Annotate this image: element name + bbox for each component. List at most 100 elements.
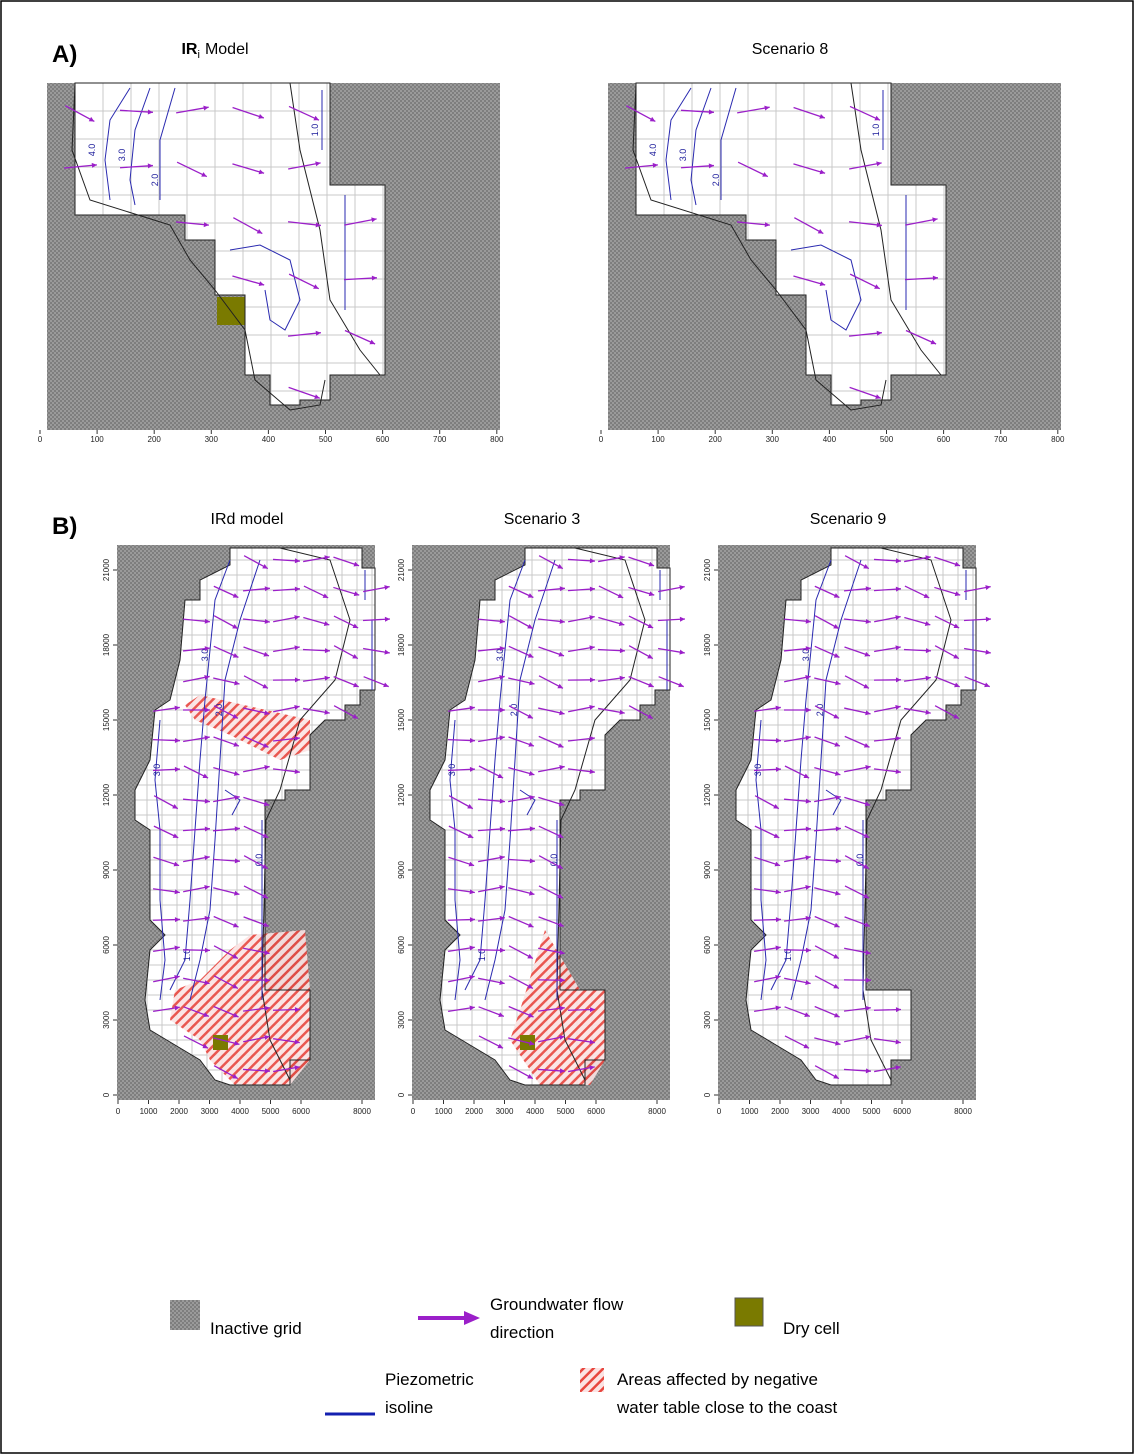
- x-tick-label: 1000: [140, 1107, 158, 1116]
- x-tick-label: 600: [937, 435, 951, 444]
- x-tick-label: 100: [651, 435, 665, 444]
- x-tick-label: 300: [766, 435, 780, 444]
- isoline-label: 3.0: [495, 649, 505, 662]
- x-tick-label: 5000: [262, 1107, 280, 1116]
- x-tick-label: 0: [411, 1107, 416, 1116]
- panel-label: A): [52, 41, 77, 68]
- flow-arrow-head: [679, 585, 684, 590]
- flow-arrow-head: [985, 585, 990, 590]
- map: 3.02.03.00.01.0: [412, 545, 685, 1100]
- legend-text: Groundwater flow: [490, 1295, 624, 1314]
- x-tick-label: 8000: [648, 1107, 666, 1116]
- legend-swatch: [580, 1368, 604, 1392]
- map: 3.02.03.00.01.0: [718, 545, 991, 1100]
- x-tick-label: 800: [1051, 435, 1065, 444]
- y-tick-label: 15000: [102, 708, 111, 731]
- isoline-label: 2.0: [711, 174, 721, 187]
- x-tick-label: 3000: [201, 1107, 219, 1116]
- panel-label: B): [52, 513, 77, 540]
- legend-text: Areas affected by negative: [617, 1370, 818, 1389]
- map: 4.03.02.01.0: [47, 83, 500, 430]
- x-tick-label: 0: [717, 1107, 722, 1116]
- isoline-label: 3.0: [117, 149, 127, 162]
- legend-text: direction: [490, 1323, 554, 1342]
- x-tick-label: 5000: [557, 1107, 575, 1116]
- x-tick-label: 2000: [771, 1107, 789, 1116]
- x-tick-label: 0: [599, 435, 604, 444]
- map-title: Scenario 9: [810, 511, 887, 528]
- isoline-label: 3.0: [678, 149, 688, 162]
- map-title: Scenario 8: [752, 41, 829, 58]
- map: 3.02.03.00.01.0: [117, 545, 390, 1100]
- y-tick-label: 21000: [703, 558, 712, 581]
- x-tick-label: 400: [262, 435, 276, 444]
- title-part: Model: [205, 41, 249, 58]
- y-tick-label: 18000: [397, 633, 406, 656]
- x-tick-label: 800: [490, 435, 504, 444]
- legend-text: isoline: [385, 1398, 433, 1417]
- flow-arrow-head: [384, 650, 389, 655]
- isoline-label: 1.0: [871, 124, 881, 137]
- y-tick-label: 12000: [703, 783, 712, 806]
- y-tick-label: 3000: [397, 1011, 406, 1029]
- flow-arrow-head: [680, 617, 685, 622]
- y-tick-label: 15000: [703, 708, 712, 731]
- legend: Inactive grid Groundwater flow direction…: [170, 1295, 840, 1417]
- y-tick-label: 18000: [703, 633, 712, 656]
- x-tick-label: 200: [709, 435, 723, 444]
- x-tick-label: 400: [823, 435, 837, 444]
- x-tick-label: 8000: [954, 1107, 972, 1116]
- x-tick-label: 6000: [587, 1107, 605, 1116]
- x-tick-label: 6000: [292, 1107, 310, 1116]
- y-tick-label: 12000: [102, 783, 111, 806]
- x-tick-label: 4000: [832, 1107, 850, 1116]
- flow-arrow-head: [679, 650, 684, 655]
- x-tick-label: 0: [116, 1107, 121, 1116]
- y-tick-label: 0: [102, 1092, 111, 1097]
- isoline-label: 4.0: [648, 144, 658, 157]
- y-tick-label: 3000: [703, 1011, 712, 1029]
- isoline-label: 3.0: [200, 649, 210, 662]
- maps: 4.0 3.0 2.0 1.0 0 100 200 300 400 500 600 700 800 4.0…: [38, 83, 1065, 1116]
- map: 4.0 3.0 2.0 1.0: [608, 83, 1061, 430]
- y-tick-label: 0: [397, 1092, 406, 1097]
- legend-text: Dry cell: [783, 1319, 840, 1338]
- y-tick-label: 21000: [102, 558, 111, 581]
- map-title: IRd model: [211, 511, 284, 528]
- dry-cell: [213, 1035, 228, 1050]
- y-tick-label: 15000: [397, 708, 406, 731]
- map-title: IRiModel: [181, 41, 248, 61]
- x-tick-label: 1000: [435, 1107, 453, 1116]
- map-title: Scenario 3: [504, 511, 581, 528]
- legend-swatch: [170, 1300, 200, 1330]
- isoline-label: 3.0: [801, 649, 811, 662]
- x-tick-label: 200: [148, 435, 162, 444]
- legend-text: Inactive grid: [210, 1319, 302, 1338]
- y-tick-label: 9000: [397, 861, 406, 879]
- y-tick-label: 9000: [102, 861, 111, 879]
- y-tick-label: 6000: [397, 936, 406, 954]
- y-tick-label: 12000: [397, 783, 406, 806]
- x-tick-label: 500: [319, 435, 333, 444]
- x-tick-label: 3000: [496, 1107, 514, 1116]
- legend-text: Piezometric: [385, 1370, 474, 1389]
- x-tick-label: 1000: [741, 1107, 759, 1116]
- x-tick-label: 500: [880, 435, 894, 444]
- x-tick-label: 700: [994, 435, 1008, 444]
- legend-arrow-head: [464, 1311, 480, 1325]
- x-tick-label: 700: [433, 435, 447, 444]
- y-tick-label: 18000: [102, 633, 111, 656]
- x-tick-label: 3000: [802, 1107, 820, 1116]
- x-tick-label: 2000: [170, 1107, 188, 1116]
- isoline-label: 2.0: [150, 174, 160, 187]
- x-tick-label: 5000: [863, 1107, 881, 1116]
- flow-arrow-head: [384, 585, 389, 590]
- x-tick-label: 4000: [231, 1107, 249, 1116]
- x-tick-label: 2000: [465, 1107, 483, 1116]
- isoline-label: 4.0: [87, 144, 97, 157]
- x-tick-label: 100: [90, 435, 104, 444]
- x-tick-label: 6000: [893, 1107, 911, 1116]
- flow-arrow-head: [385, 617, 390, 622]
- title-part: IR: [181, 41, 197, 58]
- y-tick-label: 6000: [703, 936, 712, 954]
